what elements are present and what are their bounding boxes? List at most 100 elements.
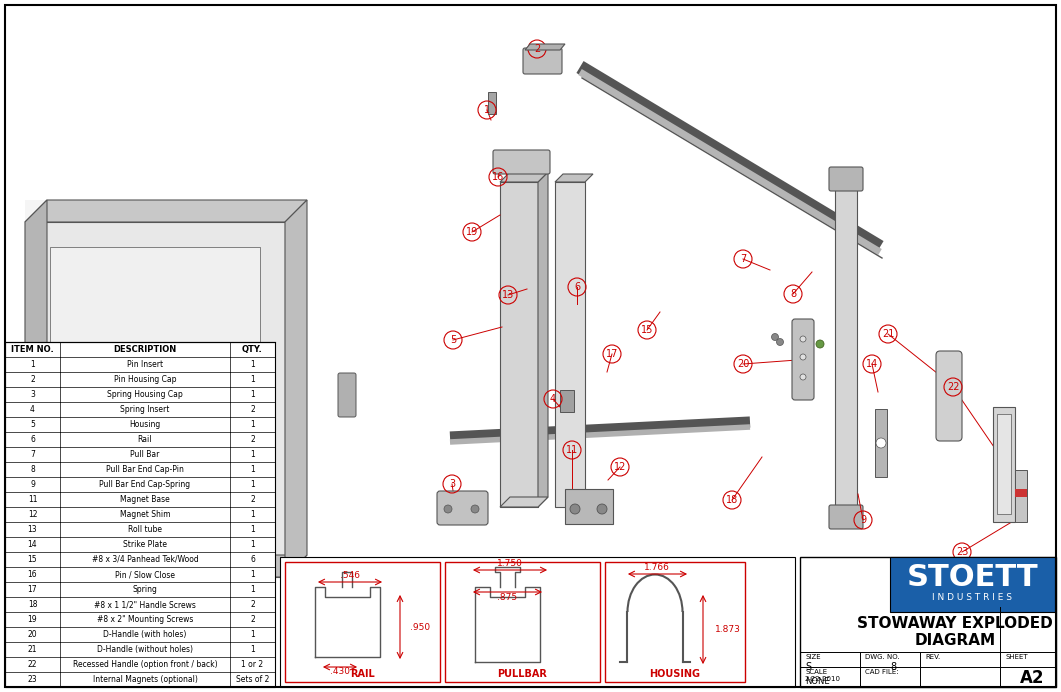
Text: 14: 14 (28, 540, 37, 549)
Bar (285, 562, 440, 682)
Text: 1: 1 (250, 525, 255, 534)
Text: 9: 9 (859, 515, 866, 525)
Text: D-Handle (with holes): D-Handle (with holes) (103, 630, 187, 639)
Bar (488, 92, 495, 114)
Text: Spring: Spring (133, 585, 157, 594)
Text: 20: 20 (736, 359, 749, 369)
Bar (566, 489, 613, 524)
Bar (555, 182, 585, 507)
Text: 1: 1 (250, 585, 255, 594)
Text: ITEM NO.: ITEM NO. (11, 345, 54, 354)
Text: Spring Housing Cap: Spring Housing Cap (107, 390, 182, 399)
Bar (1015, 489, 1027, 497)
Text: Pull Bar: Pull Bar (131, 450, 160, 459)
Text: 1: 1 (250, 375, 255, 384)
Text: 18: 18 (726, 495, 738, 505)
Text: NONE: NONE (805, 677, 830, 686)
Text: SHEET: SHEET (1005, 654, 1028, 660)
Text: 1: 1 (250, 570, 255, 579)
Polygon shape (500, 172, 547, 182)
Polygon shape (285, 200, 307, 577)
Text: Strike Plate: Strike Plate (123, 540, 167, 549)
Text: 12: 12 (28, 510, 37, 519)
FancyBboxPatch shape (437, 491, 488, 525)
Text: 2: 2 (250, 435, 255, 444)
Text: 1: 1 (484, 105, 490, 115)
Text: Magnet Shim: Magnet Shim (120, 510, 170, 519)
Text: 13: 13 (28, 525, 37, 534)
Text: 18: 18 (28, 600, 37, 609)
FancyBboxPatch shape (238, 363, 260, 437)
Circle shape (800, 336, 806, 342)
FancyBboxPatch shape (523, 48, 562, 74)
Text: #8 x 3/4 Panhead Tek/Wood: #8 x 3/4 Panhead Tek/Wood (91, 555, 198, 564)
Text: 1: 1 (250, 480, 255, 489)
Text: 1: 1 (250, 510, 255, 519)
Text: 1: 1 (250, 420, 255, 429)
Text: .546: .546 (340, 570, 360, 579)
Bar (5, 342, 275, 687)
Text: 15: 15 (28, 555, 37, 564)
Text: 15: 15 (641, 325, 654, 335)
Text: 8: 8 (30, 465, 35, 474)
Text: STOWAWAY EXPLODED
DIAGRAM: STOWAWAY EXPLODED DIAGRAM (857, 616, 1053, 648)
Text: 5: 5 (30, 420, 35, 429)
Text: 7: 7 (30, 450, 35, 459)
Bar (50, 247, 260, 552)
Text: 9: 9 (30, 480, 35, 489)
Text: 2: 2 (250, 495, 255, 504)
Text: Pull Bar End Cap-Pin: Pull Bar End Cap-Pin (106, 465, 184, 474)
Text: 8: 8 (890, 662, 897, 672)
FancyBboxPatch shape (338, 373, 356, 417)
Text: 14: 14 (866, 359, 879, 369)
Text: 3: 3 (30, 390, 35, 399)
Text: Pin Housing Cap: Pin Housing Cap (114, 375, 176, 384)
Text: DWG. NO.: DWG. NO. (865, 654, 900, 660)
Bar (1015, 470, 1027, 522)
Text: 2: 2 (250, 615, 255, 624)
Text: 1: 1 (250, 360, 255, 369)
Bar (890, 557, 1055, 612)
Bar (280, 557, 795, 687)
Text: 1.750: 1.750 (497, 560, 523, 569)
Text: Spring Insert: Spring Insert (120, 405, 170, 414)
Text: 23: 23 (956, 547, 969, 557)
Text: Pin Insert: Pin Insert (127, 360, 163, 369)
Text: D-Handle (without holes): D-Handle (without holes) (97, 645, 193, 654)
Text: 11: 11 (566, 445, 578, 455)
Circle shape (471, 505, 479, 513)
Circle shape (771, 334, 779, 340)
Text: 21: 21 (28, 645, 37, 654)
Text: REV.: REV. (925, 654, 940, 660)
Text: HOUSING: HOUSING (649, 669, 700, 679)
Text: 1 or 2: 1 or 2 (242, 660, 263, 669)
Polygon shape (25, 222, 285, 577)
Text: Internal Magnets (optional): Internal Magnets (optional) (92, 675, 197, 684)
Text: Roll tube: Roll tube (128, 525, 162, 534)
FancyBboxPatch shape (829, 505, 863, 529)
Text: 13: 13 (502, 290, 515, 300)
Text: 2: 2 (250, 405, 255, 414)
FancyBboxPatch shape (493, 150, 550, 174)
Text: STOETT: STOETT (907, 563, 1039, 592)
Circle shape (876, 438, 886, 448)
Polygon shape (500, 497, 547, 507)
Text: 22: 22 (946, 382, 959, 392)
Text: 16: 16 (28, 570, 37, 579)
Text: Housing: Housing (129, 420, 160, 429)
Circle shape (570, 504, 580, 514)
Text: 17: 17 (28, 585, 37, 594)
Text: 17: 17 (606, 349, 619, 359)
Bar (445, 562, 601, 682)
Bar (560, 390, 574, 412)
Text: CAD FILE:: CAD FILE: (865, 669, 899, 675)
Bar (605, 562, 745, 682)
Text: 5: 5 (450, 335, 456, 345)
Circle shape (816, 340, 824, 348)
Text: PULLBAR: PULLBAR (498, 669, 547, 679)
Bar (835, 189, 857, 507)
Bar (500, 182, 538, 507)
Circle shape (777, 338, 783, 345)
Text: 11: 11 (28, 495, 37, 504)
Polygon shape (25, 555, 307, 577)
